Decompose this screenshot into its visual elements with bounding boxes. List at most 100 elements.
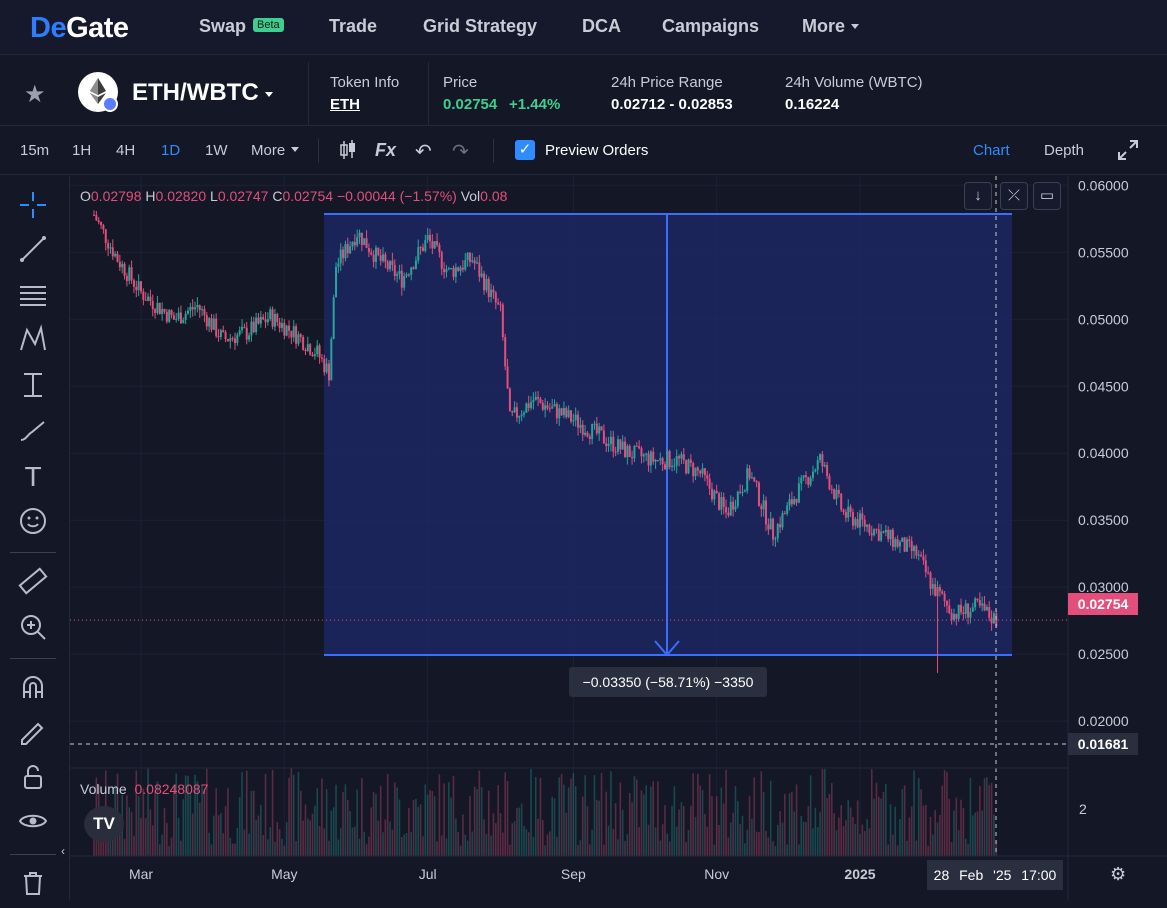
- brush-icon[interactable]: [16, 416, 50, 450]
- timeframe-1h[interactable]: 1H: [72, 142, 92, 159]
- tradingview-logo-icon[interactable]: TV: [84, 806, 124, 842]
- zoom-in-icon[interactable]: [16, 612, 50, 646]
- candle-body: [640, 448, 643, 457]
- measure-range-icon[interactable]: [16, 370, 50, 404]
- degate-logo[interactable]: DeGate: [30, 12, 129, 44]
- candle-body: [673, 465, 676, 467]
- candle-body: [330, 339, 333, 381]
- volume-bar: [600, 772, 603, 856]
- pair-selector[interactable]: ETH/WBTC: [132, 79, 273, 107]
- nav-grid-strategy[interactable]: Grid Strategy: [423, 16, 538, 36]
- nav-swap[interactable]: Swap Beta: [199, 16, 284, 37]
- divider: [493, 139, 494, 163]
- candle-body: [95, 215, 98, 221]
- volume-bar: [351, 827, 354, 856]
- volume-bar: [149, 809, 152, 856]
- magnet-icon[interactable]: [16, 672, 50, 706]
- trend-line-icon[interactable]: [16, 234, 50, 268]
- volume-bar: [217, 815, 220, 856]
- nav-more[interactable]: More: [802, 16, 860, 37]
- volume-bar: [617, 839, 619, 856]
- candlestick-type-icon[interactable]: [339, 139, 357, 167]
- volume-bar: [708, 774, 711, 856]
- candle-body: [417, 247, 420, 261]
- volume-bar: [281, 838, 283, 856]
- volume-bar: [666, 833, 669, 856]
- volume-bar: [262, 834, 264, 856]
- volume-bar: [767, 837, 770, 856]
- chart-settings-gear-icon[interactable]: ⚙: [1110, 864, 1127, 884]
- candle-body: [452, 267, 455, 277]
- fib-lines-icon[interactable]: [16, 280, 50, 314]
- timeframe-15m[interactable]: 15m: [20, 142, 50, 159]
- volume-bar: [198, 802, 201, 856]
- candle-body: [264, 319, 267, 323]
- volume-bar: [678, 809, 680, 856]
- crosshair-icon[interactable]: [16, 190, 50, 224]
- scroll-down-icon[interactable]: ↓: [964, 182, 992, 210]
- undo-icon[interactable]: ↶: [415, 141, 432, 163]
- preview-orders-checkbox[interactable]: ✓: [515, 140, 535, 160]
- volume-bar: [337, 839, 340, 856]
- candle-body: [419, 247, 422, 249]
- volume-bar: [391, 829, 394, 856]
- nav-dca[interactable]: DCA: [582, 16, 621, 36]
- volume-bar: [722, 803, 725, 856]
- candle-body: [450, 267, 453, 269]
- candle-body: [525, 403, 528, 413]
- volume-bar: [321, 778, 323, 856]
- trash-icon[interactable]: [16, 868, 50, 902]
- eye-icon[interactable]: [16, 806, 50, 840]
- fullscreen-icon[interactable]: [1117, 139, 1139, 167]
- volume-bar: [814, 807, 817, 856]
- nav-campaigns[interactable]: Campaigns: [662, 16, 760, 36]
- volume-bar: [675, 826, 678, 856]
- volume-bar: [805, 821, 807, 856]
- candle-body: [586, 432, 589, 437]
- settings-toggle-icon[interactable]: ▭: [1033, 182, 1061, 210]
- candle-body: [222, 330, 225, 333]
- volume-bar: [426, 794, 429, 856]
- emoji-icon[interactable]: [16, 506, 50, 540]
- lock-drawing-icon[interactable]: [16, 716, 50, 750]
- candle-body: [952, 614, 955, 620]
- volume-bar: [657, 781, 659, 856]
- redo-icon[interactable]: ↷: [452, 141, 469, 163]
- candle-body: [593, 423, 596, 425]
- chart-area[interactable]: 0.06000 0.05500 0.05000 0.04500 0.04000 0.035…: [61, 176, 1167, 900]
- tab-chart[interactable]: Chart: [973, 142, 1010, 159]
- volume-bar: [668, 841, 671, 856]
- timeframe-1w[interactable]: 1W: [205, 142, 228, 159]
- eye-glyph: [18, 814, 48, 828]
- volume-bar: [560, 774, 563, 856]
- preview-orders-label[interactable]: Preview Orders: [545, 142, 649, 159]
- pattern-icon[interactable]: [16, 324, 50, 358]
- indicators-fx-icon[interactable]: Fx: [375, 140, 397, 160]
- volume-bar: [917, 778, 920, 856]
- ruler-icon[interactable]: [16, 566, 50, 600]
- token-info-link[interactable]: ETH: [330, 96, 360, 113]
- candle-body: [678, 456, 681, 459]
- lock-icon[interactable]: [16, 762, 50, 796]
- tab-depth[interactable]: Depth: [1044, 142, 1085, 159]
- candle-body: [797, 483, 800, 503]
- candle-body: [154, 309, 157, 313]
- text-tool-icon[interactable]: T: [24, 461, 42, 492]
- candle-body: [755, 481, 758, 483]
- candle-body: [647, 453, 650, 466]
- candle-body: [891, 529, 894, 547]
- candle-body: [168, 310, 171, 322]
- timeframe-1d[interactable]: 1D: [161, 142, 181, 159]
- candle-body: [762, 500, 765, 510]
- candle-body: [534, 396, 537, 401]
- volume-bar: [309, 820, 311, 856]
- collapse-toolbar-icon[interactable]: ‹: [61, 844, 65, 858]
- timeframe-4h[interactable]: 4H: [116, 142, 136, 159]
- collapse-icon[interactable]: ⤫: [1000, 182, 1028, 210]
- candlestick-chart[interactable]: 0.06000 0.05500 0.05000 0.04500 0.04000 0.035…: [70, 176, 1167, 900]
- volume-bar: [523, 825, 525, 856]
- favorite-star-icon[interactable]: ★: [24, 81, 46, 108]
- timeframe-more[interactable]: More: [251, 142, 300, 159]
- nav-trade[interactable]: Trade: [329, 16, 378, 36]
- volume-bar: [551, 796, 553, 856]
